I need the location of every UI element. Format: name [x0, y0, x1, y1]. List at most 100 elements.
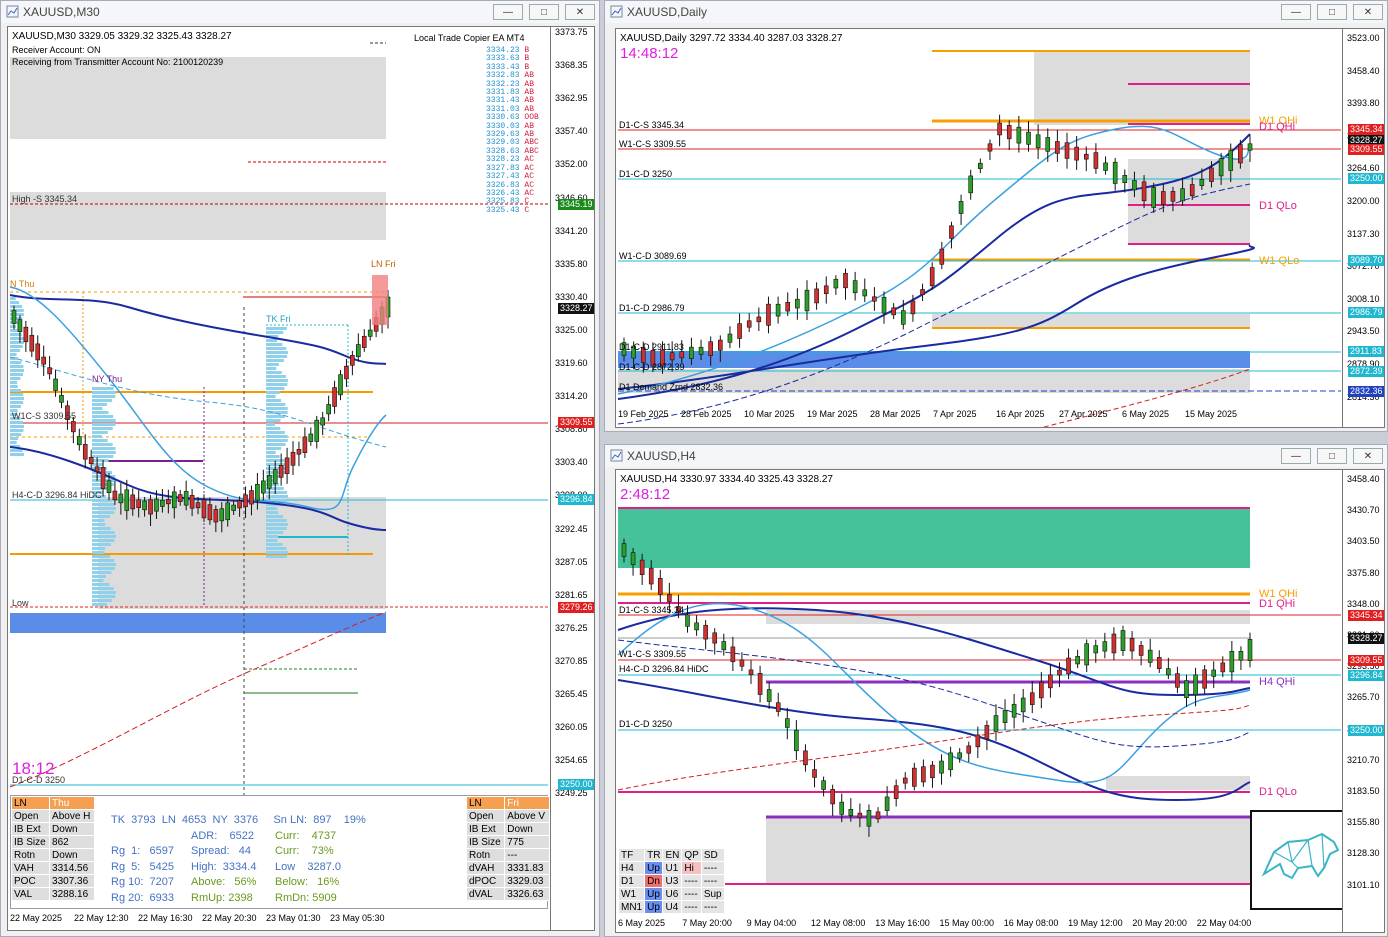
daily-candle	[1161, 191, 1166, 205]
volume-profile-bar	[10, 345, 23, 348]
h4-candle	[948, 752, 953, 771]
minimize-button[interactable]: —	[1281, 448, 1311, 464]
m30-candle	[130, 494, 136, 510]
h4-candle	[757, 673, 763, 695]
h4-candle	[630, 552, 636, 565]
volume-profile-bar	[10, 437, 19, 440]
daily-candle	[689, 346, 694, 359]
minimize-button[interactable]: —	[1281, 4, 1311, 20]
daily-candle	[727, 333, 733, 343]
h4-titlebar[interactable]: XAUUSD,H4 — □ ✕	[605, 445, 1387, 467]
level-d1cd: D1-C-D 3250	[12, 775, 66, 785]
minimize-button[interactable]: —	[493, 4, 523, 20]
m30-candle	[195, 502, 201, 509]
volume-profile-bar	[10, 425, 24, 428]
close-button[interactable]: ✕	[565, 4, 595, 20]
m30-candle	[17, 319, 23, 333]
h4-date-tick: 20 May 20:00	[1132, 918, 1187, 928]
volume-profile-bar	[10, 401, 24, 404]
daily-price-tick: 3200.00	[1347, 196, 1380, 206]
h4-chart-area[interactable]: XAUUSD,H4 3330.97 3334.40 3325.43 3328.2…	[615, 469, 1385, 933]
m30-chart-area[interactable]: XAUUSD,M30 3329.05 3329.32 3325.43 3328.…	[7, 26, 595, 931]
volume-profile-bar	[92, 563, 116, 566]
h4-candle	[902, 777, 908, 784]
ln-fri-table: LN Fri Open Above V IB Ext Down IB Size 775 Rotn…	[465, 796, 550, 901]
volume-profile-bar	[266, 331, 284, 334]
h4-candle	[939, 760, 944, 774]
stats-rmup: RmUp: 2398	[191, 891, 253, 904]
m30-price-tick: 3362.95	[555, 93, 588, 104]
volume-profile-bar	[266, 415, 286, 418]
m30-chart-window[interactable]: XAUUSD,M30 — □ ✕ XAUUS	[0, 0, 600, 937]
volume-profile-bar	[266, 427, 281, 430]
volume-profile-bar	[92, 519, 105, 522]
daily-price-label: 3309.55	[1348, 144, 1384, 155]
volume-profile-bar	[10, 389, 21, 392]
m30-candle	[71, 421, 76, 433]
m30-price-tick: 3368.35	[555, 60, 588, 71]
ln-fri-cell: 775	[504, 835, 550, 849]
volume-profile-bar	[266, 555, 288, 558]
h4-candle	[1084, 643, 1089, 666]
daily-chart-window[interactable]: XAUUSD,Daily — □ ✕ XAUUSD,Daily 3297.72 …	[604, 0, 1388, 432]
tf-row: MN1 Up U4 ---- ----	[617, 900, 725, 914]
volume-profile-bar	[92, 435, 102, 438]
daily-titlebar[interactable]: XAUUSD,Daily — □ ✕	[605, 1, 1387, 23]
volume-profile-bar	[266, 423, 275, 426]
stats-curr2: Curr: 73%	[275, 845, 334, 857]
daily-chart-area[interactable]: XAUUSD,Daily 3297.72 3334.40 3287.03 332…	[615, 28, 1385, 428]
volume-profile-bar	[10, 417, 21, 420]
m30-candle	[53, 378, 58, 391]
maximize-button[interactable]: □	[529, 4, 559, 20]
daily-candle	[708, 341, 713, 356]
ln-thu-cell: 3307.36	[49, 874, 95, 888]
m30-candle	[361, 335, 367, 348]
h4-date-tick: 15 May 00:00	[939, 918, 995, 928]
h4-candle	[1029, 692, 1035, 705]
close-button[interactable]: ✕	[1353, 4, 1383, 20]
daily-candle	[1103, 162, 1108, 171]
volume-profile-bar	[92, 539, 115, 542]
maximize-button[interactable]: □	[1317, 4, 1347, 20]
maximize-button[interactable]: □	[1317, 448, 1347, 464]
daily-candle	[785, 302, 791, 312]
daily-candle	[997, 122, 1002, 136]
tf-cell: H4	[617, 861, 646, 875]
daily-date-tick: 28 Feb 2025	[681, 409, 732, 419]
volume-profile-bar	[10, 353, 17, 356]
daily-level-demand: D1 Demand Zrnd 2832.36	[619, 382, 724, 392]
volume-profile-bar	[92, 543, 111, 546]
ladder-letters: AB	[519, 71, 535, 81]
daily-date-tick: 19 Mar 2025	[807, 409, 858, 419]
volume-profile-bar	[10, 349, 21, 352]
m30-date-tick: 22 May 2025	[10, 913, 63, 923]
volume-profile-bar	[10, 361, 22, 364]
h4-price-label: 3309.55	[1348, 655, 1384, 666]
h4-level-d1qlo: D1 QLo	[1259, 786, 1297, 798]
m30-candle	[100, 467, 106, 489]
m30-titlebar[interactable]: XAUUSD,M30 — □ ✕	[1, 1, 599, 23]
volume-profile-bar	[92, 507, 116, 510]
m30-candle	[225, 502, 231, 521]
volume-profile-bar	[92, 499, 112, 502]
daily-date-tick: 27 Apr 2025	[1059, 409, 1108, 419]
m30-plot	[9, 42, 548, 817]
daily-level-d1qhi: D1 QHi	[1259, 121, 1296, 133]
h4-candle	[1011, 703, 1017, 718]
daily-candle	[1055, 141, 1060, 154]
close-button[interactable]: ✕	[1353, 448, 1383, 464]
tf-cell: ----	[700, 874, 725, 888]
volume-profile-bar	[266, 395, 276, 398]
h4-candle	[821, 780, 826, 790]
m30-candle	[11, 310, 17, 324]
h4-chart-window[interactable]: XAUUSD,H4 — □ ✕ XAUUSD,H4 3330.97 3334.4…	[604, 444, 1388, 937]
m30-date-tick: 22 May 16:30	[138, 913, 193, 923]
volume-profile-bar	[266, 351, 288, 354]
volume-profile-bar	[266, 403, 286, 406]
ladder-price: 3327.43	[486, 172, 520, 182]
ln-fri-cell: Down	[504, 822, 550, 836]
daily-candle	[823, 285, 829, 295]
m30-candle	[201, 499, 207, 519]
h4-candle	[1211, 669, 1217, 677]
h4-date-tick: 9 May 04:00	[746, 918, 797, 928]
